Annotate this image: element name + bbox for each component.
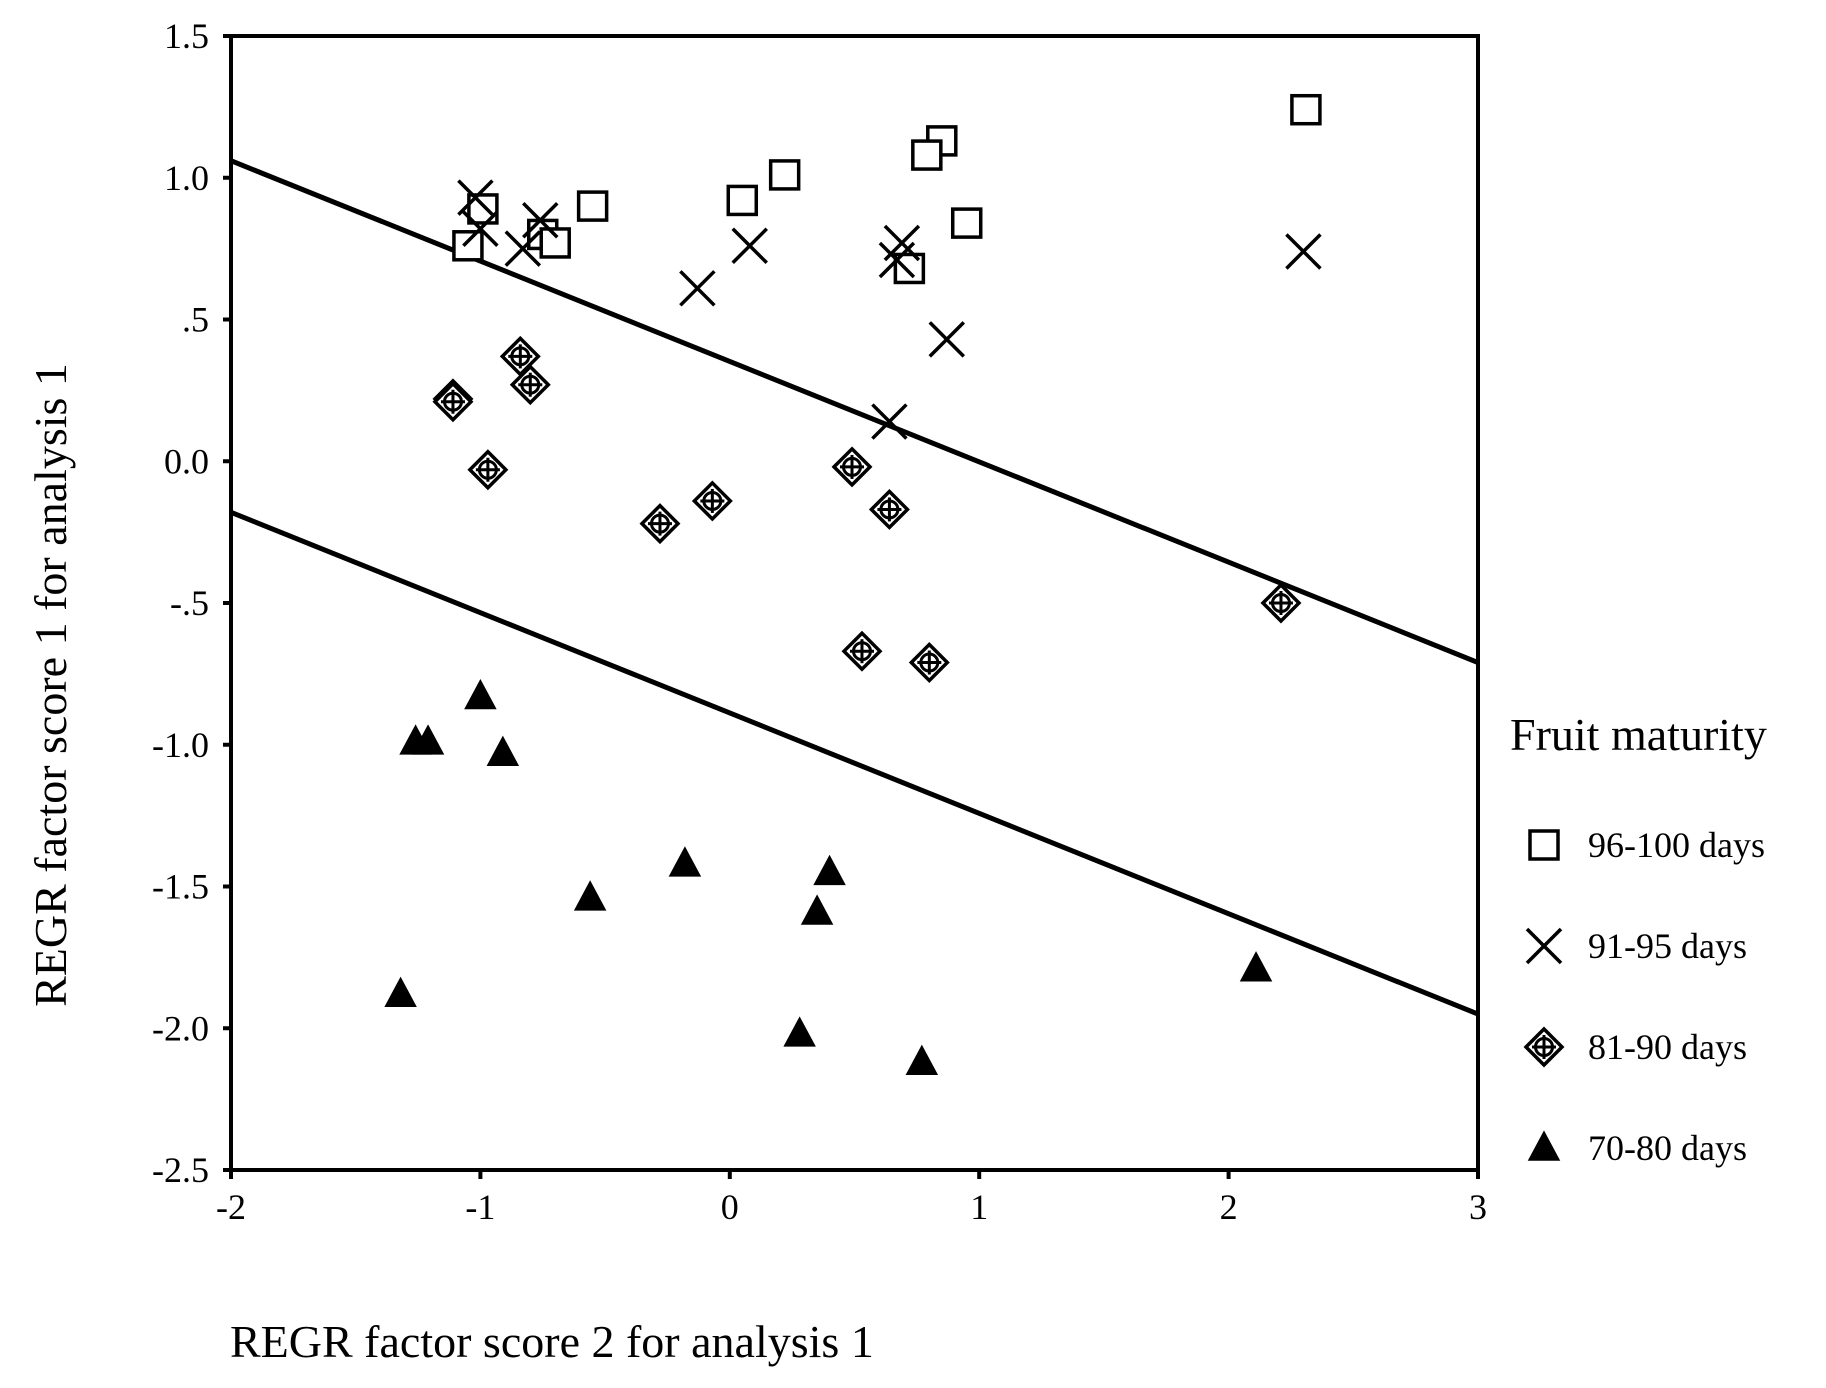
data-point (462, 210, 499, 248)
legend-marker (1528, 829, 1560, 861)
data-point (841, 630, 883, 672)
data-point (504, 230, 542, 267)
data-point (1285, 233, 1322, 270)
data-point (950, 207, 983, 239)
data-point (726, 184, 759, 217)
data-point (731, 227, 768, 265)
legend-marker (1527, 1130, 1561, 1161)
y-tick-label: -2.5 (152, 1150, 209, 1190)
data-point (691, 480, 733, 522)
data-point (783, 1016, 816, 1047)
legend-marker (1523, 1026, 1565, 1068)
y-tick-label: -.5 (170, 583, 209, 623)
data-point (573, 880, 607, 911)
legend-label: 91-95 days (1588, 926, 1747, 966)
data-point (679, 270, 716, 307)
x-tick-label: -2 (216, 1187, 246, 1227)
data-point (1239, 951, 1273, 982)
discriminant-line (230, 158, 1479, 665)
legend-item: 70-80 days (1527, 1128, 1747, 1168)
data-point (831, 446, 873, 488)
y-tick-label: -2.0 (152, 1008, 209, 1048)
y-tick-label: 1.0 (164, 158, 209, 198)
y-tick-label: -1.5 (152, 867, 209, 907)
legend-label: 96-100 days (1588, 825, 1765, 865)
data-point (509, 364, 551, 406)
data-point (639, 503, 681, 545)
data-point (467, 449, 509, 491)
data-point (464, 678, 497, 710)
y-axis-title: REGR factor score 1 for analysis 1 (25, 363, 76, 1007)
data-point (576, 190, 609, 222)
x-tick-label: 1 (970, 1187, 988, 1227)
data-points (384, 93, 1322, 1076)
x-tick-label: 3 (1469, 1187, 1487, 1227)
legend-item: 91-95 days (1525, 926, 1747, 966)
x-tick-label: 2 (1220, 1187, 1238, 1227)
y-tick-label: -1.0 (152, 725, 209, 765)
data-point (868, 488, 910, 530)
data-point (878, 241, 916, 279)
legend-title: Fruit maturity (1510, 709, 1767, 760)
data-point (768, 159, 801, 191)
data-point (800, 894, 834, 925)
legend-item: 81-90 days (1523, 1026, 1747, 1068)
legend-label: 81-90 days (1588, 1027, 1747, 1067)
series-96-100-days (452, 93, 1322, 285)
data-point (411, 724, 445, 755)
data-point (813, 854, 846, 886)
data-point (486, 735, 520, 767)
discriminant-line (230, 509, 1479, 1017)
data-point (432, 381, 474, 423)
data-point (928, 321, 966, 358)
discriminant-lines (230, 158, 1479, 1017)
x-axis-title: REGR factor score 2 for analysis 1 (230, 1316, 874, 1367)
series-70-80-days (384, 678, 1273, 1076)
y-tick-label: 1.5 (164, 16, 209, 56)
legend: Fruit maturity 96-100 days 91-95 days 81-9… (1510, 709, 1767, 1168)
series-81-90-days (432, 335, 1302, 684)
data-point (457, 179, 494, 216)
legend-label: 70-80 days (1588, 1128, 1747, 1168)
y-tick-label: .5 (182, 300, 209, 340)
data-point (522, 202, 559, 239)
data-point (911, 139, 943, 171)
series-91-95-days (457, 179, 1322, 440)
data-point (668, 846, 702, 877)
data-point (871, 403, 908, 440)
x-tick-label: -1 (465, 1187, 495, 1227)
data-point (452, 230, 484, 262)
data-point (1260, 582, 1302, 624)
legend-marker (1525, 927, 1563, 965)
data-point (384, 976, 417, 1007)
data-point (905, 1044, 939, 1076)
x-axis-ticks: -2 -1 0 1 2 3 (216, 1170, 1487, 1227)
y-axis-ticks: 1.5 1.0 .5 0.0 -.5 -1.0 -1.5 -2.0 -2.5 (152, 16, 231, 1190)
data-point (908, 642, 950, 684)
legend-item: 96-100 days (1528, 825, 1765, 865)
data-point (1290, 93, 1322, 126)
x-tick-label: 0 (721, 1187, 739, 1227)
y-tick-label: 0.0 (164, 441, 209, 481)
